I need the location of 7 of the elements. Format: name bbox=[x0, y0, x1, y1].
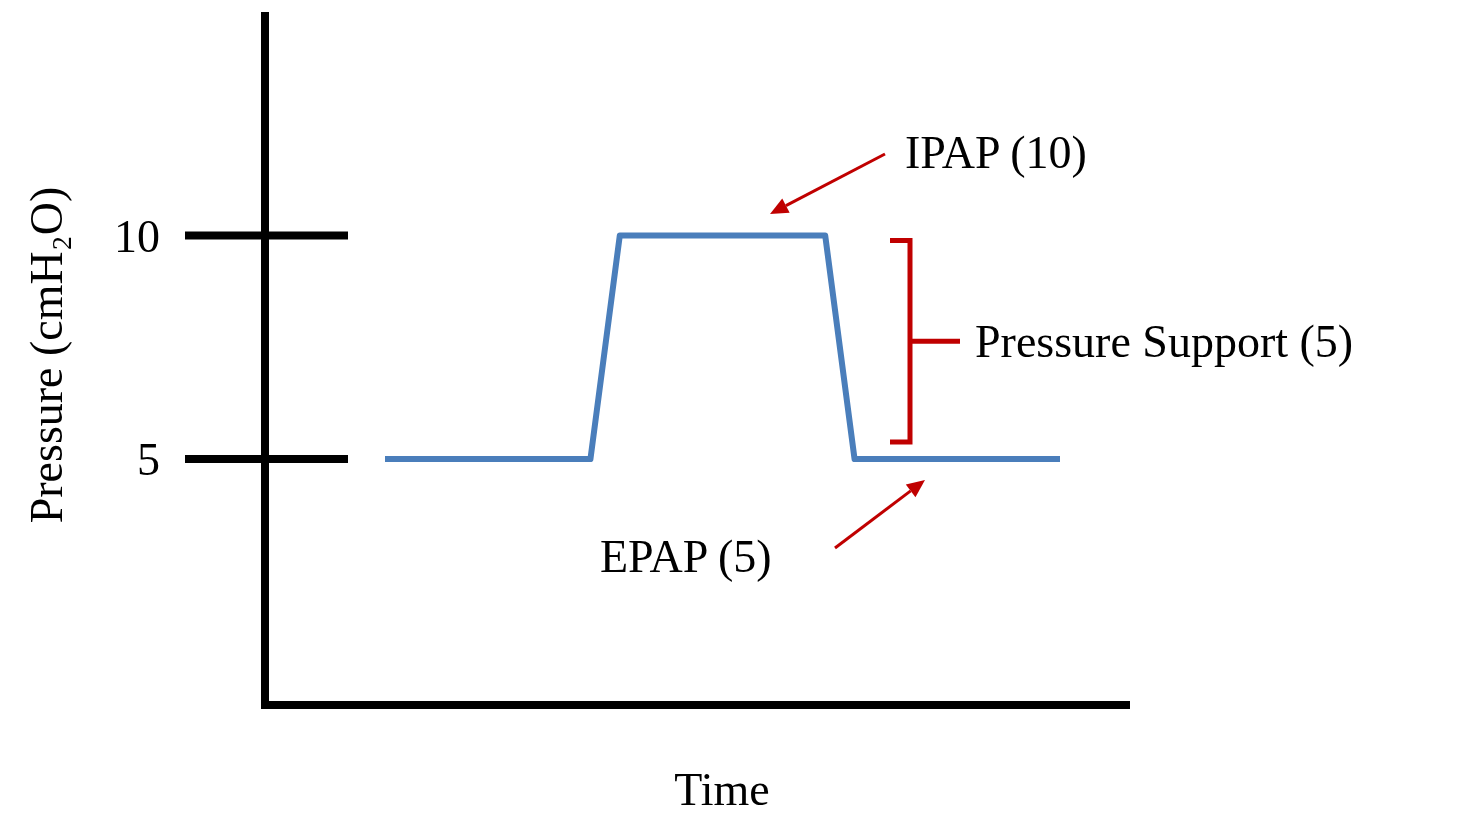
annotation: EPAP (5) bbox=[600, 531, 772, 582]
y-tick-label: 10 bbox=[114, 210, 160, 262]
annotation: Pressure Support (5) bbox=[975, 316, 1354, 368]
y-tick-label: 5 bbox=[137, 434, 160, 486]
y-axis-title: Pressure (cmH₂O) bbox=[21, 186, 72, 524]
annotation: IPAP (10) bbox=[905, 127, 1087, 178]
x-axis-title: Time bbox=[674, 764, 770, 815]
